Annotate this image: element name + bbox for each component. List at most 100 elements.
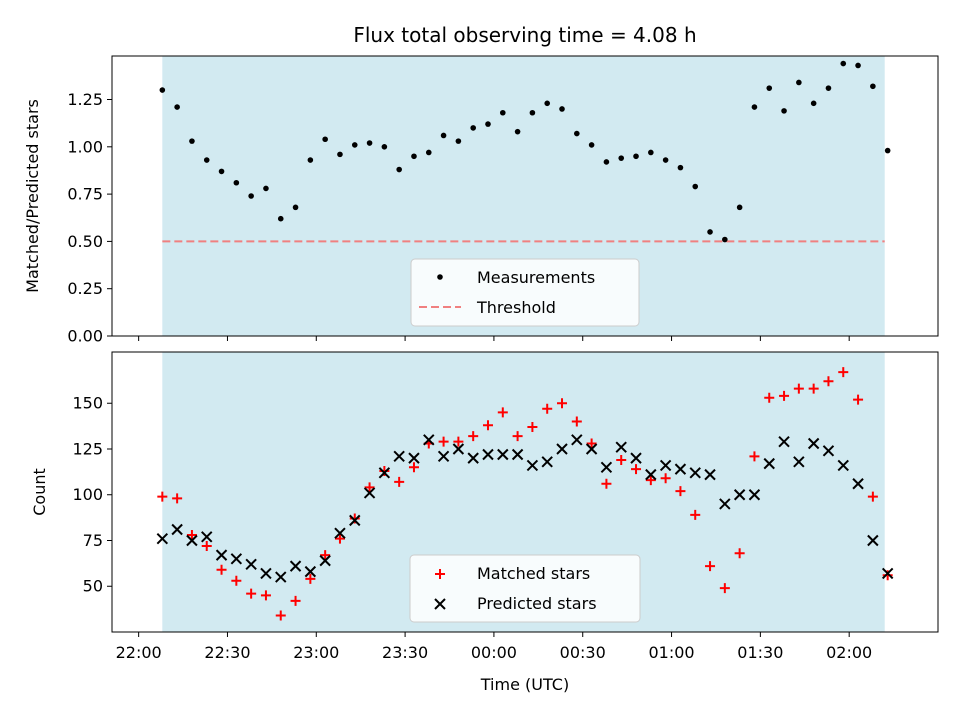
- matched-star-point: [453, 436, 464, 447]
- measurement-point: [677, 164, 684, 171]
- measurements-points: [159, 60, 891, 243]
- measurement-point: [648, 149, 654, 156]
- predicted-star-point: [630, 452, 642, 464]
- predicted-star-point: [659, 459, 672, 472]
- predicted-star-point: [763, 457, 775, 470]
- predicted-star-point: [393, 450, 405, 463]
- top-legend: Measurements Threshold: [410, 258, 640, 327]
- matched-star-point: [793, 383, 804, 394]
- y-tick-label: 0.50: [67, 232, 103, 251]
- measurement-point: [159, 87, 166, 93]
- top-y-ticks: 0.00 0.25 0.50 0.75 1.00 1.25: [67, 90, 112, 346]
- measurement-point: [618, 155, 625, 161]
- matched-star-point: [512, 431, 523, 442]
- matched-star-point: [853, 394, 864, 405]
- measurement-point: [189, 138, 195, 144]
- predicted-star-point: [378, 467, 391, 479]
- bottom-panel: 50 75 100 125 150 22:00 22:30 23:00 23:30 00:00 0…: [30, 351, 939, 694]
- matched-star-point: [364, 482, 375, 493]
- y-tick-label: 0.00: [67, 327, 103, 346]
- measurement-point: [722, 236, 728, 243]
- chart-title: Flux total observing time = 4.08 h: [353, 23, 696, 47]
- measurement-point: [263, 185, 269, 192]
- matched-star-point: [290, 595, 301, 606]
- matched-star-point: [645, 475, 656, 486]
- matched-star-point: [394, 476, 405, 487]
- matched-star-point: [631, 464, 642, 475]
- top-legend-box: [410, 258, 640, 327]
- x-tick-label: 00:30: [560, 643, 606, 662]
- legend-plus-glyph: [435, 569, 445, 579]
- predicted-star-point: [156, 532, 169, 545]
- y-tick-label: 75: [83, 531, 103, 550]
- legend-matched-marker: [435, 569, 445, 579]
- bottom-legend-box: [409, 554, 641, 623]
- predicted-star-point: [349, 514, 361, 527]
- measurement-point: [307, 157, 314, 163]
- matched-star-point: [527, 422, 538, 433]
- legend-predicted-marker: [434, 598, 446, 610]
- matched-star-point: [660, 473, 671, 484]
- x-tick-label: 23:30: [382, 643, 428, 662]
- measurement-point: [337, 151, 343, 158]
- measurement-point: [766, 85, 773, 91]
- predicted-star-point: [837, 459, 849, 472]
- measurement-point: [499, 109, 506, 116]
- x-axis-label: Time (UTC): [480, 675, 569, 694]
- measurement-point: [840, 60, 847, 67]
- measurement-point: [692, 183, 699, 190]
- predicted-star-point: [497, 448, 509, 461]
- measurement-point: [796, 79, 802, 86]
- predicted-star-point: [704, 468, 716, 481]
- predicted-star-point: [319, 554, 331, 567]
- measurement-point: [810, 100, 817, 107]
- measurement-point: [277, 215, 284, 222]
- predicted-star-point: [689, 467, 701, 479]
- matched-star-point: [172, 493, 183, 504]
- predicted-star-point: [733, 489, 746, 501]
- matched-star-point: [823, 376, 834, 387]
- matched-star-point: [779, 390, 790, 401]
- matched-star-point: [186, 530, 197, 541]
- matched-star-point: [749, 451, 760, 462]
- bottom-x-ticks: 22:00 22:30 23:00 23:30 00:00 00:30 01:00 01:30…: [116, 632, 872, 662]
- predicted-star-point: [467, 452, 479, 464]
- predicted-star-point: [260, 567, 272, 580]
- predicted-star-point: [556, 443, 568, 455]
- measurement-point: [633, 153, 639, 160]
- matched-star-point: [601, 478, 612, 489]
- matched-star-point: [231, 575, 242, 586]
- matched-star-point: [408, 462, 419, 473]
- top-x-ticks: [138, 336, 850, 341]
- matched-star-point: [157, 491, 168, 502]
- predicted-star-point: [748, 489, 761, 501]
- x-tick-label: 22:30: [204, 643, 250, 662]
- y-tick-label: 100: [72, 485, 103, 504]
- predicted-star-point: [585, 443, 598, 455]
- x-tick-label: 01:30: [737, 643, 783, 662]
- matched-star-point: [705, 561, 716, 572]
- legend-measurements-label: Measurements: [477, 268, 595, 287]
- predicted-star-point: [719, 498, 731, 510]
- measurement-point: [425, 149, 432, 156]
- matched-star-point: [808, 383, 819, 394]
- top-y-axis-label: Matched/Predicted stars: [23, 99, 42, 293]
- predicted-star-point: [482, 448, 494, 461]
- predicted-star-point: [881, 567, 894, 580]
- measurement-point: [396, 166, 402, 173]
- measurement-point: [411, 153, 417, 160]
- matched-star-point: [497, 407, 508, 418]
- predicted-star-point: [215, 549, 228, 561]
- predicted-star-point: [645, 468, 657, 481]
- predicted-star-point: [304, 565, 317, 578]
- matched-star-point: [275, 610, 286, 621]
- measurement-point: [366, 140, 373, 146]
- matched-star-point: [482, 420, 493, 431]
- matched-star-point: [246, 588, 257, 599]
- measurement-point: [884, 147, 891, 154]
- measurement-point: [588, 142, 595, 148]
- measurement-point: [381, 144, 388, 150]
- measurement-point: [529, 109, 536, 116]
- measurement-point: [825, 85, 832, 91]
